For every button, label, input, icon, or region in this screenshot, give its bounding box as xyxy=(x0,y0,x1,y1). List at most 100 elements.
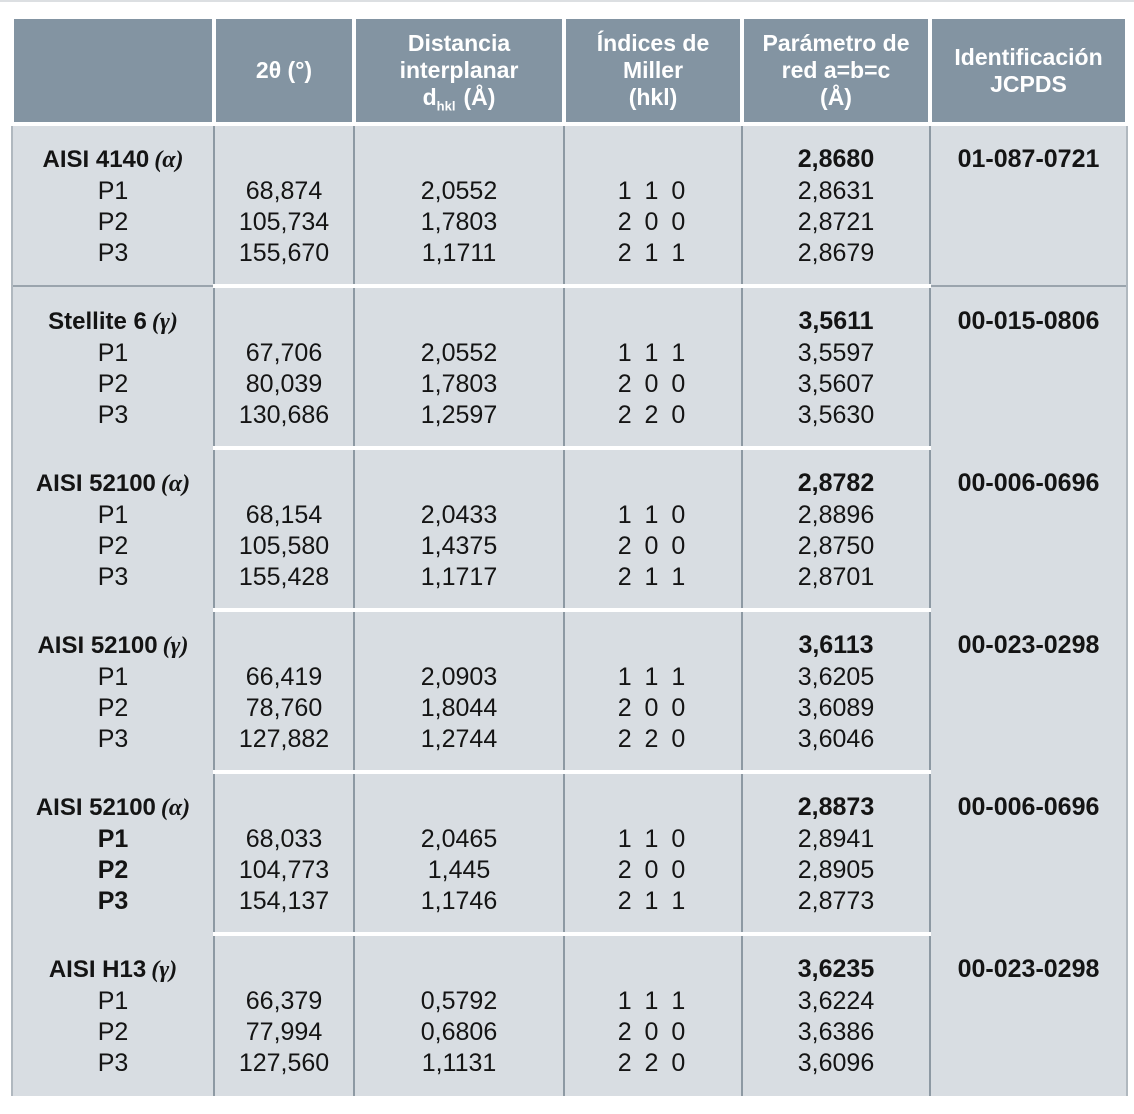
d-spacing-value: 2,0552 xyxy=(353,176,564,207)
empty-cell xyxy=(353,284,564,338)
phase-symbol: (α) xyxy=(160,795,191,821)
peak-label: P1 xyxy=(11,500,214,531)
lattice-value: 2,8750 xyxy=(741,531,930,562)
spacer-cell xyxy=(353,431,564,448)
empty-cell xyxy=(929,562,1128,593)
section-title-row: AISI H13 (γ) 3,6235 00-023-0298 xyxy=(11,932,1128,986)
two-theta-value: 155,428 xyxy=(213,562,354,593)
empty-cell xyxy=(213,770,354,824)
lattice-ref-value: 3,6235 xyxy=(741,932,930,986)
jcpds-id: 01-087-0721 xyxy=(929,124,1128,176)
spacer-cell xyxy=(563,269,742,286)
peak-label: P3 xyxy=(11,562,214,593)
spacer-cell xyxy=(213,269,354,286)
header-two-theta: 2θ (°) xyxy=(212,15,356,126)
material-label: AISI 4140 xyxy=(42,146,150,173)
section-spacer-row xyxy=(11,1079,1128,1096)
phase-symbol: (γ) xyxy=(162,633,189,659)
peak-row: P3 130,686 1,2597 2 2 0 3,5630 xyxy=(11,400,1128,431)
lattice-value: 3,5630 xyxy=(741,400,930,431)
section-title-row: AISI 52100 (α) 2,8782 00-006-0696 xyxy=(11,446,1128,500)
two-theta-value: 68,154 xyxy=(213,500,354,531)
spacer-cell xyxy=(741,593,930,610)
spacer-cell xyxy=(741,755,930,772)
d-spacing-value: 0,6806 xyxy=(353,1017,564,1048)
d-unit: (Å) xyxy=(463,84,496,110)
empty-cell xyxy=(929,824,1128,855)
lattice-value: 2,8773 xyxy=(741,886,930,917)
spacer-cell xyxy=(563,1079,742,1096)
spacer-cell xyxy=(11,1079,214,1096)
top-divider xyxy=(0,0,1134,2)
two-theta-value: 130,686 xyxy=(213,400,354,431)
lattice-value: 3,6386 xyxy=(741,1017,930,1048)
peak-label: P1 xyxy=(11,176,214,207)
jcpds-id: 00-023-0298 xyxy=(929,934,1128,986)
section-spacer-row xyxy=(11,269,1128,286)
miller-indices: 1 1 1 xyxy=(563,662,742,693)
spacer-cell xyxy=(353,1079,564,1096)
peak-label: P2 xyxy=(11,207,214,238)
empty-cell xyxy=(213,608,354,662)
empty-cell xyxy=(929,1048,1128,1079)
spacer-cell xyxy=(563,755,742,772)
header-d-line3: dhkl (Å) xyxy=(356,84,562,113)
empty-cell xyxy=(353,770,564,824)
miller-indices: 2 0 0 xyxy=(563,693,742,724)
empty-cell xyxy=(929,207,1128,238)
miller-indices: 1 1 1 xyxy=(563,338,742,369)
header-row: 2θ (°) Distancia interplanar dhkl (Å) Índ… xyxy=(10,15,1129,126)
spacer-cell xyxy=(11,269,214,286)
section-spacer-row xyxy=(11,755,1128,772)
lattice-value: 2,8941 xyxy=(741,824,930,855)
miller-indices: 2 2 0 xyxy=(563,724,742,755)
empty-cell xyxy=(563,932,742,986)
d-spacing-value: 1,4375 xyxy=(353,531,564,562)
section-title-row: AISI 4140 (α) 2,8680 01-087-0721 xyxy=(11,124,1128,176)
two-theta-value: 80,039 xyxy=(213,369,354,400)
material-name: AISI 52100 (α) xyxy=(11,772,214,824)
two-theta-value: 155,670 xyxy=(213,238,354,269)
header-material-cell xyxy=(10,15,216,126)
empty-cell xyxy=(929,238,1128,269)
xrd-results-table: 2θ (°) Distancia interplanar dhkl (Å) Índ… xyxy=(10,15,1129,1096)
section-spacer-row xyxy=(11,593,1128,610)
peak-label: P1 xyxy=(11,986,214,1017)
header-d-spacing: Distancia interplanar dhkl (Å) xyxy=(352,15,566,126)
empty-cell xyxy=(213,124,354,176)
material-label: AISI H13 xyxy=(48,956,147,983)
peak-row: P2 105,734 1,7803 2 0 0 2,8721 xyxy=(11,207,1128,238)
peak-row: P1 68,033 2,0465 1 1 0 2,8941 xyxy=(11,824,1128,855)
empty-cell xyxy=(353,124,564,176)
peak-row: P2 78,760 1,8044 2 0 0 3,6089 xyxy=(11,693,1128,724)
two-theta-value: 105,580 xyxy=(213,531,354,562)
miller-indices: 2 1 1 xyxy=(563,562,742,593)
phase-symbol: (α) xyxy=(160,471,191,497)
d-spacing-value: 1,2597 xyxy=(353,400,564,431)
spacer-cell xyxy=(563,431,742,448)
peak-label: P2 xyxy=(11,369,214,400)
empty-cell xyxy=(929,338,1128,369)
empty-cell xyxy=(929,531,1128,562)
spacer-cell xyxy=(929,755,1128,772)
miller-indices: 2 2 0 xyxy=(563,400,742,431)
jcpds-id: 00-023-0298 xyxy=(929,610,1128,662)
peak-label: P3 xyxy=(11,1048,214,1079)
empty-cell xyxy=(929,855,1128,886)
miller-indices: 1 1 0 xyxy=(563,176,742,207)
empty-cell xyxy=(213,446,354,500)
lattice-value: 2,8905 xyxy=(741,855,930,886)
peak-row: P2 105,580 1,4375 2 0 0 2,8750 xyxy=(11,531,1128,562)
d-symbol: d xyxy=(422,84,437,110)
two-theta-value: 68,874 xyxy=(213,176,354,207)
peak-label: P2 xyxy=(11,693,214,724)
d-spacing-value: 1,1717 xyxy=(353,562,564,593)
spacer-cell xyxy=(929,269,1128,286)
empty-cell xyxy=(353,932,564,986)
lattice-value: 3,6046 xyxy=(741,724,930,755)
two-theta-value: 105,734 xyxy=(213,207,354,238)
peak-label: P1 xyxy=(11,662,214,693)
empty-cell xyxy=(929,500,1128,531)
section-title-row: AISI 52100 (γ) 3,6113 00-023-0298 xyxy=(11,608,1128,662)
spacer-cell xyxy=(563,917,742,934)
